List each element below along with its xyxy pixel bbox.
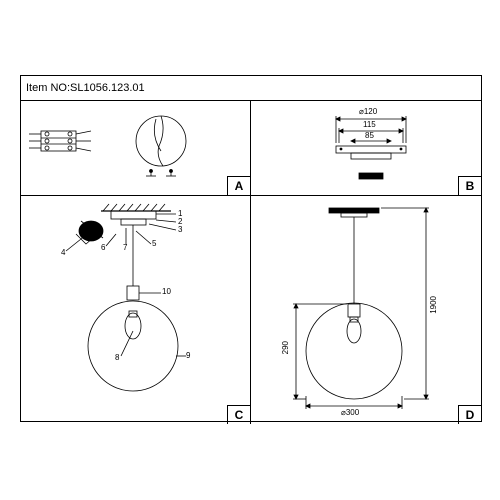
panel-d: 1900 290 ⌀300 D (251, 196, 481, 424)
panel-grid: A (21, 101, 481, 424)
callout-9: 9 (186, 351, 190, 360)
title-bar: Item NO: SL1056.123.01 (21, 76, 481, 101)
panel-b: ⌀120 115 85 B (251, 101, 481, 196)
panel-label-a: A (227, 176, 250, 195)
callout-5: 5 (152, 239, 156, 248)
dim-300: ⌀300 (341, 408, 359, 417)
drawing-frame: Item NO: SL1056.123.01 (20, 75, 482, 422)
callout-6: 6 (101, 243, 105, 252)
panel-d-drawing (251, 196, 481, 424)
dim-d120: ⌀120 (359, 107, 377, 116)
panel-c-drawing (21, 196, 251, 424)
dim-1900: 1900 (429, 296, 438, 314)
callout-4: 4 (61, 248, 65, 257)
panel-a-drawing (21, 101, 251, 196)
dim-290: 290 (281, 341, 290, 354)
dim-85: 85 (365, 131, 374, 140)
callout-10: 10 (162, 287, 171, 296)
panel-label-c: C (227, 405, 250, 424)
callout-7: 7 (123, 243, 127, 252)
panel-c: 1 2 3 4 5 6 7 8 9 10 C (21, 196, 251, 424)
panel-a: A (21, 101, 251, 196)
panel-label-d: D (458, 405, 481, 424)
item-no-value: SL1056.123.01 (70, 82, 145, 94)
callout-8: 8 (115, 353, 119, 362)
item-no-label: Item NO: (26, 82, 70, 94)
panel-label-b: B (458, 176, 481, 195)
dim-115: 115 (363, 120, 376, 129)
callout-3: 3 (178, 225, 182, 234)
